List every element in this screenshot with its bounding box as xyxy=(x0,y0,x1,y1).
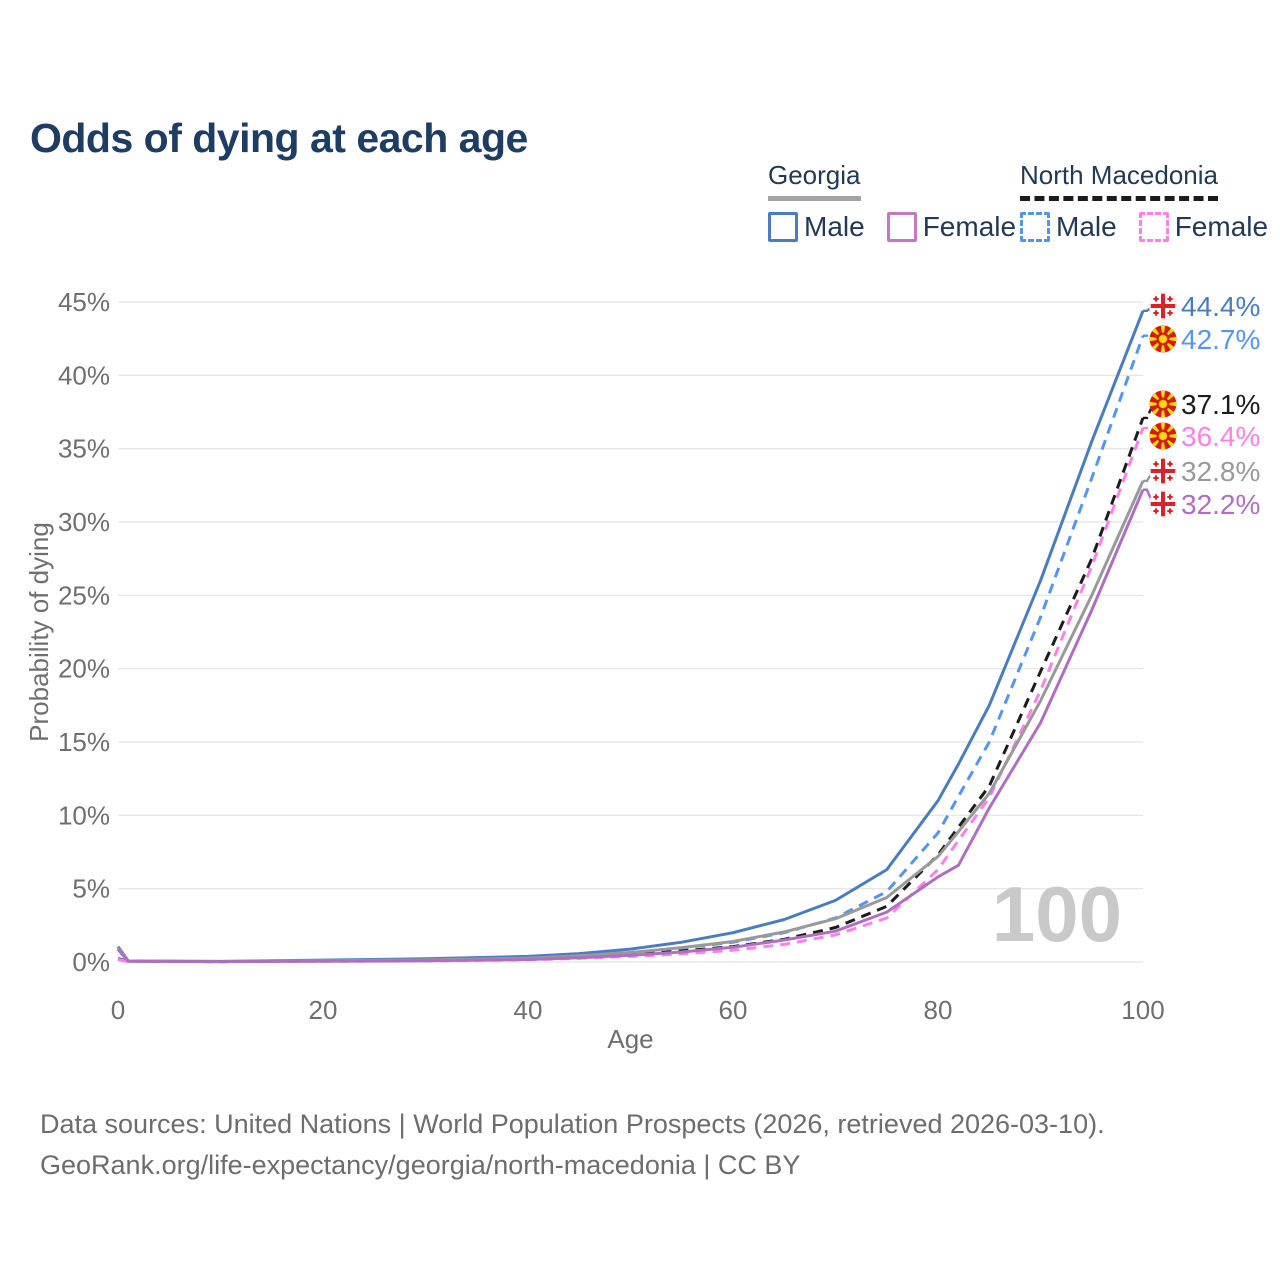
flag-sun-center xyxy=(1158,399,1168,409)
y-axis-tick-label: 30% xyxy=(58,507,110,537)
north-macedonia-flag-icon xyxy=(1149,422,1177,450)
end-label-value: 44.4% xyxy=(1181,291,1260,322)
flag-sun-ray xyxy=(1160,325,1166,339)
y-axis-title: Probability of dying xyxy=(24,522,54,742)
flag-small-cross xyxy=(1169,508,1172,514)
flag-sun-center xyxy=(1158,334,1168,344)
flag-sun-ray xyxy=(1163,401,1177,407)
legend-label-north-macedonia-male[interactable]: Male xyxy=(1056,211,1117,242)
flag-sun-ray xyxy=(1149,336,1163,342)
y-axis-tick-label: 10% xyxy=(58,800,110,830)
x-axis-tick-label: 100 xyxy=(1121,995,1164,1025)
flag-small-cross xyxy=(1169,475,1172,481)
flag-cross xyxy=(1150,501,1176,507)
legend-swatch-georgia-male[interactable] xyxy=(768,212,798,242)
age-watermark: 100 xyxy=(992,870,1122,958)
legend-country-north-macedonia[interactable]: North Macedonia xyxy=(1020,160,1218,201)
north-macedonia-flag-icon xyxy=(1149,325,1177,353)
series-line-north-macedonia-both[interactable] xyxy=(117,417,1145,964)
y-axis-tick-label: 45% xyxy=(58,287,110,317)
x-axis-tick-label: 80 xyxy=(924,995,953,1025)
flag-sun-ray xyxy=(1149,401,1163,407)
x-axis-tick-label: 20 xyxy=(309,995,338,1025)
flag-sun-ring xyxy=(1156,332,1170,346)
flag-sun-ray xyxy=(1160,436,1166,450)
flag-sun-ray xyxy=(1160,422,1166,436)
georgia-flag-icon xyxy=(1149,457,1177,485)
y-axis-tick-label: 25% xyxy=(58,580,110,610)
y-axis-tick-label: 35% xyxy=(58,434,110,464)
end-label-leader xyxy=(1143,334,1154,341)
legend-swatch-georgia-female[interactable] xyxy=(886,212,917,242)
series-line-georgia-both[interactable] xyxy=(116,480,1145,964)
flag-sun-center xyxy=(1158,431,1168,441)
flag-sun-ring xyxy=(1156,397,1170,411)
footer-data-sources: Data sources: United Nations | World Pop… xyxy=(40,1109,1105,1139)
flag-small-cross xyxy=(1169,461,1172,467)
flag-small-cross xyxy=(1169,494,1172,500)
y-axis-tick-label: 15% xyxy=(58,727,110,757)
georgia-flag-icon xyxy=(1149,490,1177,518)
north-macedonia-flag-icon xyxy=(1149,390,1177,418)
chart-footer: Data sources: United Nations | World Pop… xyxy=(40,1104,1105,1186)
flag-sun-ring xyxy=(1156,429,1170,443)
georgia-flag-icon xyxy=(1149,292,1177,320)
legend-label-north-macedonia-female[interactable]: Female xyxy=(1174,211,1269,242)
legend-items-north-macedonia: Male Female xyxy=(1020,211,1280,243)
y-axis-tick-label: 0% xyxy=(72,947,110,977)
legend-items-georgia: Male Female xyxy=(768,211,1038,243)
legend-swatch-north-macedonia-male[interactable] xyxy=(1020,212,1050,242)
legend-group-north-macedonia: North Macedonia Male Female xyxy=(1020,160,1280,243)
end-label-value: 32.8% xyxy=(1181,456,1260,487)
legend-group-georgia: Georgia Male Female xyxy=(768,160,1038,243)
flag-small-cross xyxy=(1169,310,1172,316)
legend-label-georgia-female[interactable]: Female xyxy=(922,211,1017,242)
end-label-value: 36.4% xyxy=(1181,421,1260,452)
series-line-north-macedonia-male[interactable] xyxy=(117,335,1145,964)
footer-source-link[interactable]: GeoRank.org/life-expectancy/georgia/nort… xyxy=(40,1150,801,1180)
legend-swatch-north-macedonia-female[interactable] xyxy=(1138,212,1169,242)
flag-small-cross xyxy=(1154,508,1157,514)
flag-cross xyxy=(1150,468,1176,474)
flag-sun-ray xyxy=(1160,390,1166,404)
flag-sun-ray xyxy=(1160,404,1166,418)
flag-sun-ray xyxy=(1163,336,1177,342)
flag-small-cross xyxy=(1154,475,1157,481)
end-label-value: 37.1% xyxy=(1181,389,1260,420)
series-line-georgia-female[interactable] xyxy=(116,489,1145,964)
end-label-value: 42.7% xyxy=(1181,324,1260,355)
flag-sun-ray xyxy=(1163,433,1177,439)
page-title: Odds of dying at each age xyxy=(30,115,528,162)
y-axis-tick-label: 5% xyxy=(72,874,110,904)
flag-sun-ray xyxy=(1149,433,1163,439)
flag-cross xyxy=(1150,303,1176,309)
x-axis-tick-label: 40 xyxy=(514,995,543,1025)
end-label-leader xyxy=(1143,403,1155,420)
flag-small-cross xyxy=(1154,296,1157,302)
x-axis-title: Age xyxy=(607,1024,653,1054)
flag-small-cross xyxy=(1154,494,1157,500)
series-line-georgia-male[interactable] xyxy=(116,310,1145,963)
y-axis-tick-label: 40% xyxy=(58,360,110,390)
x-axis-tick-label: 0 xyxy=(111,995,125,1025)
flag-small-cross xyxy=(1169,296,1172,302)
y-axis-tick-label: 20% xyxy=(58,654,110,684)
flag-sun-ray xyxy=(1160,339,1166,353)
series-line-north-macedonia-female[interactable] xyxy=(117,427,1145,964)
legend-label-georgia-male[interactable]: Male xyxy=(804,211,865,242)
end-label-value: 32.2% xyxy=(1181,489,1260,520)
flag-small-cross xyxy=(1154,461,1157,467)
x-axis-tick-label: 60 xyxy=(719,995,748,1025)
legend-country-georgia[interactable]: Georgia xyxy=(768,160,861,201)
flag-small-cross xyxy=(1154,310,1157,316)
